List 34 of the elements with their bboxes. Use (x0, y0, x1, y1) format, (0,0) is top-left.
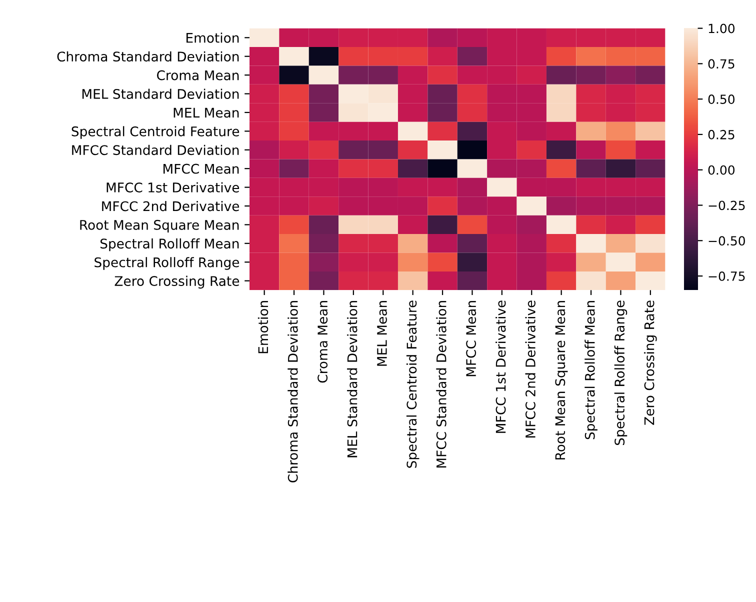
y-tick-label: Emotion (186, 32, 239, 43)
y-tick-label: Spectral Rolloff Mean (100, 238, 239, 252)
y-tick-label: MFCC 1st Derivative (106, 182, 240, 192)
x-tick-label: MFCC 2nd Derivative (525, 300, 536, 438)
color-bar-label: 0.50 (708, 94, 735, 104)
x-tick-label: MFCC Mean (466, 301, 476, 376)
color-bar-label: −0.25 (708, 200, 745, 210)
y-tick-label: Spectral Rolloff Range (94, 257, 240, 270)
y-tick-label: Chroma Standard Deviation (57, 51, 239, 62)
color-bar-label: 1.00 (708, 24, 735, 34)
x-tick-label: Zero Crossing Rate (644, 300, 657, 425)
x-tick-label: Spectral Centroid Feature (406, 300, 420, 468)
x-tick-label: MEL Mean (377, 301, 387, 366)
y-tick-label: Root Mean Square Mean (80, 220, 239, 232)
x-tick-label: MEL Standard Deviation (347, 301, 358, 458)
color-bar-label: −0.75 (708, 271, 745, 281)
y-tick-label: MFCC Mean (164, 164, 239, 174)
x-tick-label: Croma Mean (318, 301, 328, 383)
x-tick-label: MFCC 1st Derivative (496, 300, 506, 433)
x-tick-label: Spectral Rolloff Range (614, 300, 628, 446)
color-bar-label: 0.00 (708, 165, 735, 175)
x-tick-label: Spectral Rolloff Mean (584, 301, 598, 440)
x-tick-label: MFCC Standard Deviation (436, 301, 446, 468)
color-bar-label: 0.75 (708, 59, 734, 69)
y-tick-label: MFCC Standard Deviation (72, 144, 239, 156)
y-tick-label: Spectral Centroid Feature (72, 126, 240, 139)
y-tick-label: Zero Crossing Rate (114, 276, 240, 289)
color-bar-label: −0.50 (708, 236, 745, 246)
x-tick-label: Root Mean Square Mean (555, 301, 568, 460)
y-tick-label: Croma Mean (157, 70, 239, 80)
y-tick-label: MEL Mean (174, 108, 239, 118)
y-tick-label: MEL Standard Deviation (82, 88, 239, 99)
y-tick-label: MFCC 2nd Derivative (102, 200, 240, 212)
color-bar-label: 0.25 (708, 130, 734, 140)
